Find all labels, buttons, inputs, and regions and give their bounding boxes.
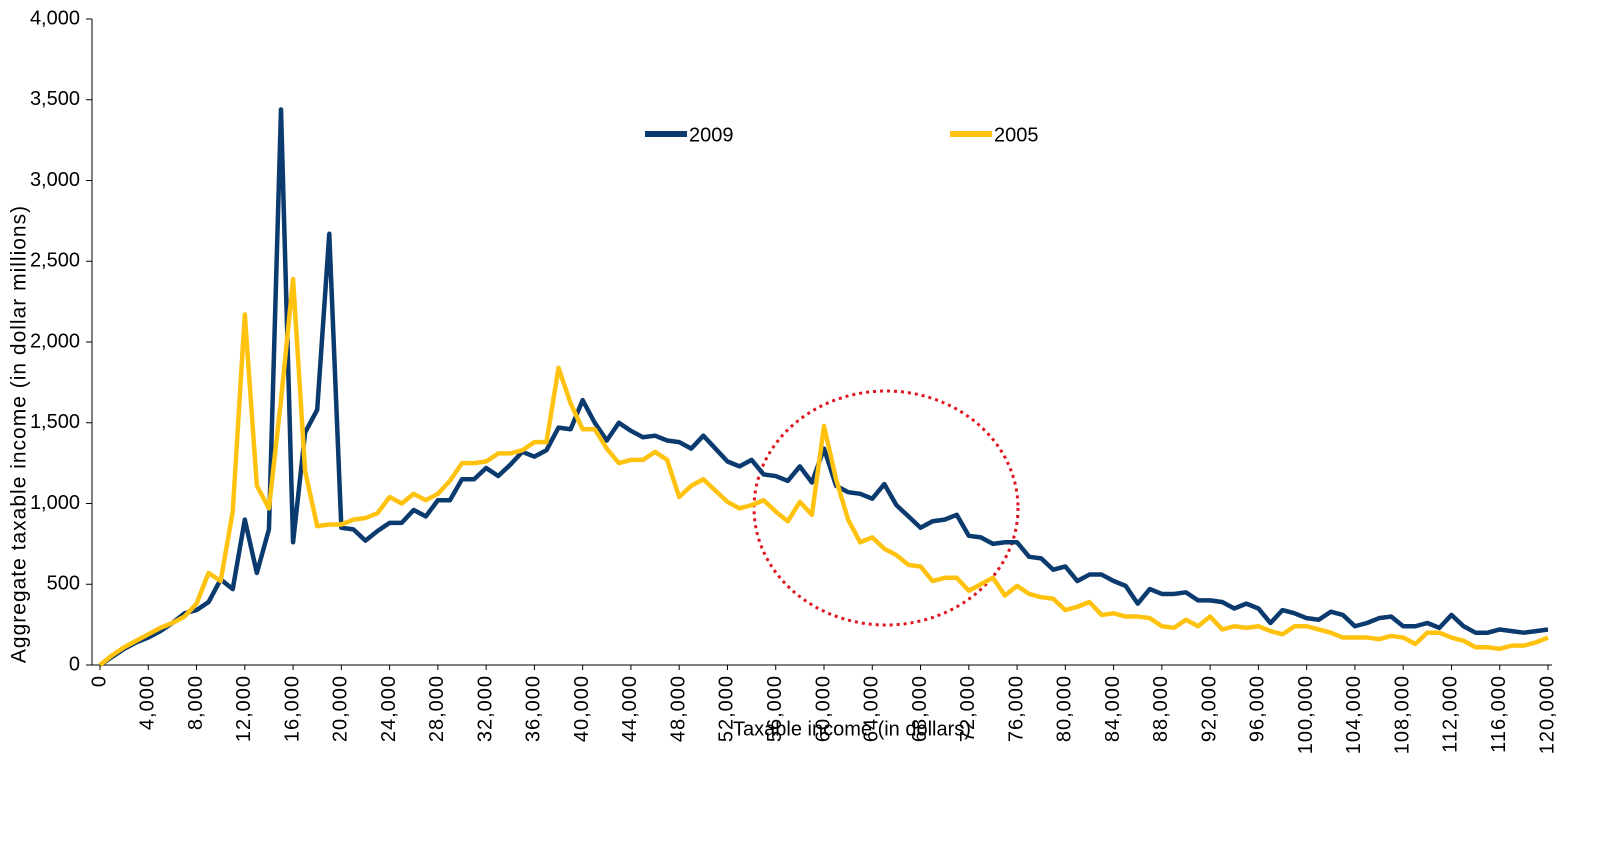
x-tick-label: 20,000 <box>330 675 352 742</box>
x-tick-label: 88,000 <box>1150 675 1172 742</box>
x-tick-label: 28,000 <box>426 675 448 742</box>
x-tick-label: 16,000 <box>281 675 303 742</box>
x-axis-label: Taxable income (in dollars) <box>733 718 971 740</box>
x-tick-label: 0 <box>88 675 110 687</box>
y-tick-label: 1,000 <box>30 492 80 514</box>
y-tick-label: 0 <box>69 653 80 675</box>
x-tick-label: 68,000 <box>909 675 931 742</box>
x-tick-label: 60,000 <box>812 675 834 742</box>
y-tick-label: 500 <box>47 573 80 595</box>
x-tick-label: 80,000 <box>1054 675 1076 742</box>
x-tick-label: 48,000 <box>667 675 689 742</box>
x-tick-label: 120,000 <box>1536 675 1558 754</box>
data-line <box>98 276 1549 667</box>
legend-label: 2005 <box>994 124 1039 146</box>
x-tick-label: 36,000 <box>523 675 545 742</box>
x-tick-label: 108,000 <box>1391 675 1413 754</box>
y-tick-label: 3,000 <box>30 169 80 191</box>
x-tick-label: 76,000 <box>1005 675 1027 742</box>
legend-label: 2009 <box>689 124 734 146</box>
data-line <box>98 107 1549 667</box>
x-tick-label: 44,000 <box>619 675 641 742</box>
x-tick-label: 24,000 <box>378 675 400 742</box>
x-tick-label: 104,000 <box>1343 675 1365 754</box>
x-tick-label: 64,000 <box>861 675 883 742</box>
x-tick-label: 112,000 <box>1440 675 1462 753</box>
y-tick-label: 2,500 <box>30 250 80 272</box>
x-tick-label: 8,000 <box>185 675 207 730</box>
highlight-circle <box>752 389 1020 627</box>
x-tick-label: 40,000 <box>571 675 593 742</box>
x-tick-label: 56,000 <box>764 675 786 742</box>
x-tick-label: 12,000 <box>233 675 255 742</box>
x-tick-label: 52,000 <box>716 675 738 742</box>
x-tick-label: 92,000 <box>1198 675 1220 742</box>
x-tick-label: 100,000 <box>1295 675 1317 754</box>
y-axis-label: Aggregate taxable income (in dollar mill… <box>8 205 31 663</box>
x-tick-label: 72,000 <box>957 675 979 742</box>
y-tick-label: 3,500 <box>30 88 80 110</box>
x-tick-label: 116,000 <box>1488 675 1510 753</box>
x-tick-label: 96,000 <box>1247 675 1269 742</box>
y-tick-label: 1,500 <box>30 411 80 433</box>
y-tick-label: 2,000 <box>30 330 80 352</box>
y-tick-label: 4,000 <box>30 7 80 29</box>
x-tick-label: 32,000 <box>474 675 496 742</box>
x-tick-label: 84,000 <box>1102 675 1124 742</box>
x-tick-label: 4,000 <box>137 675 159 730</box>
